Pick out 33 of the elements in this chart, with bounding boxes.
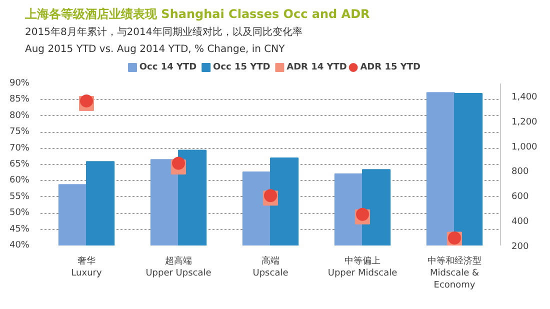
x-tick-label: 高端 Upscale [252,256,289,278]
y-tick-label: 45% [9,224,30,234]
point [80,94,93,108]
point [172,156,185,170]
legend-label: ADR 14 YTD [286,62,347,72]
y2-tick-label: 1,400 [512,92,538,102]
y2-tick-label: 600 [512,192,529,202]
x-tick-label: 中等和经济型 Midscale & Economy [428,256,482,290]
y2-tick-label: 200 [512,242,529,252]
x-tick-label: 超高端 Upper Upscale [146,256,212,278]
legend-label: Occ 14 YTD [139,62,197,72]
y-tick-label: 50% [9,208,30,218]
point [356,208,369,221]
y-tick-label: 75% [9,127,30,138]
y2-tick-label: 400 [512,217,529,228]
y-tick-label: 40% [9,240,30,250]
y-tick-label: 70% [9,143,30,154]
point [264,189,277,202]
y-tick-label: 55% [9,192,30,202]
x-tick-label: 奢华 Luxury [71,256,102,278]
chart-title: 上海各等级酒店业绩表现 Shanghai Classes Occ and ADR [25,6,370,23]
x-tick-label: 中等偏上 Upper Midscale [328,256,398,278]
y-tick-label: 90% [9,78,30,88]
y-tick-label: 60% [9,176,30,186]
y-tick-label: 80% [9,110,30,121]
chart-subtitle: 2015年8月年累计，与2014年同期业绩对比，以及同比变化率 Aug 2015 YTD vs. Aug 2014 YTD, % Change, in CNY [25,26,304,58]
y-tick-label: 65% [9,160,30,170]
y-tick-label: 85% [9,94,30,105]
legend-label: Occ 15 YTD [213,62,270,72]
y2-tick-label: 1,000 [512,142,538,152]
legend-label: ADR 15 YTD [360,62,420,72]
y2-tick-label: 1,200 [512,117,538,128]
y2-tick-label: 800 [512,167,529,178]
